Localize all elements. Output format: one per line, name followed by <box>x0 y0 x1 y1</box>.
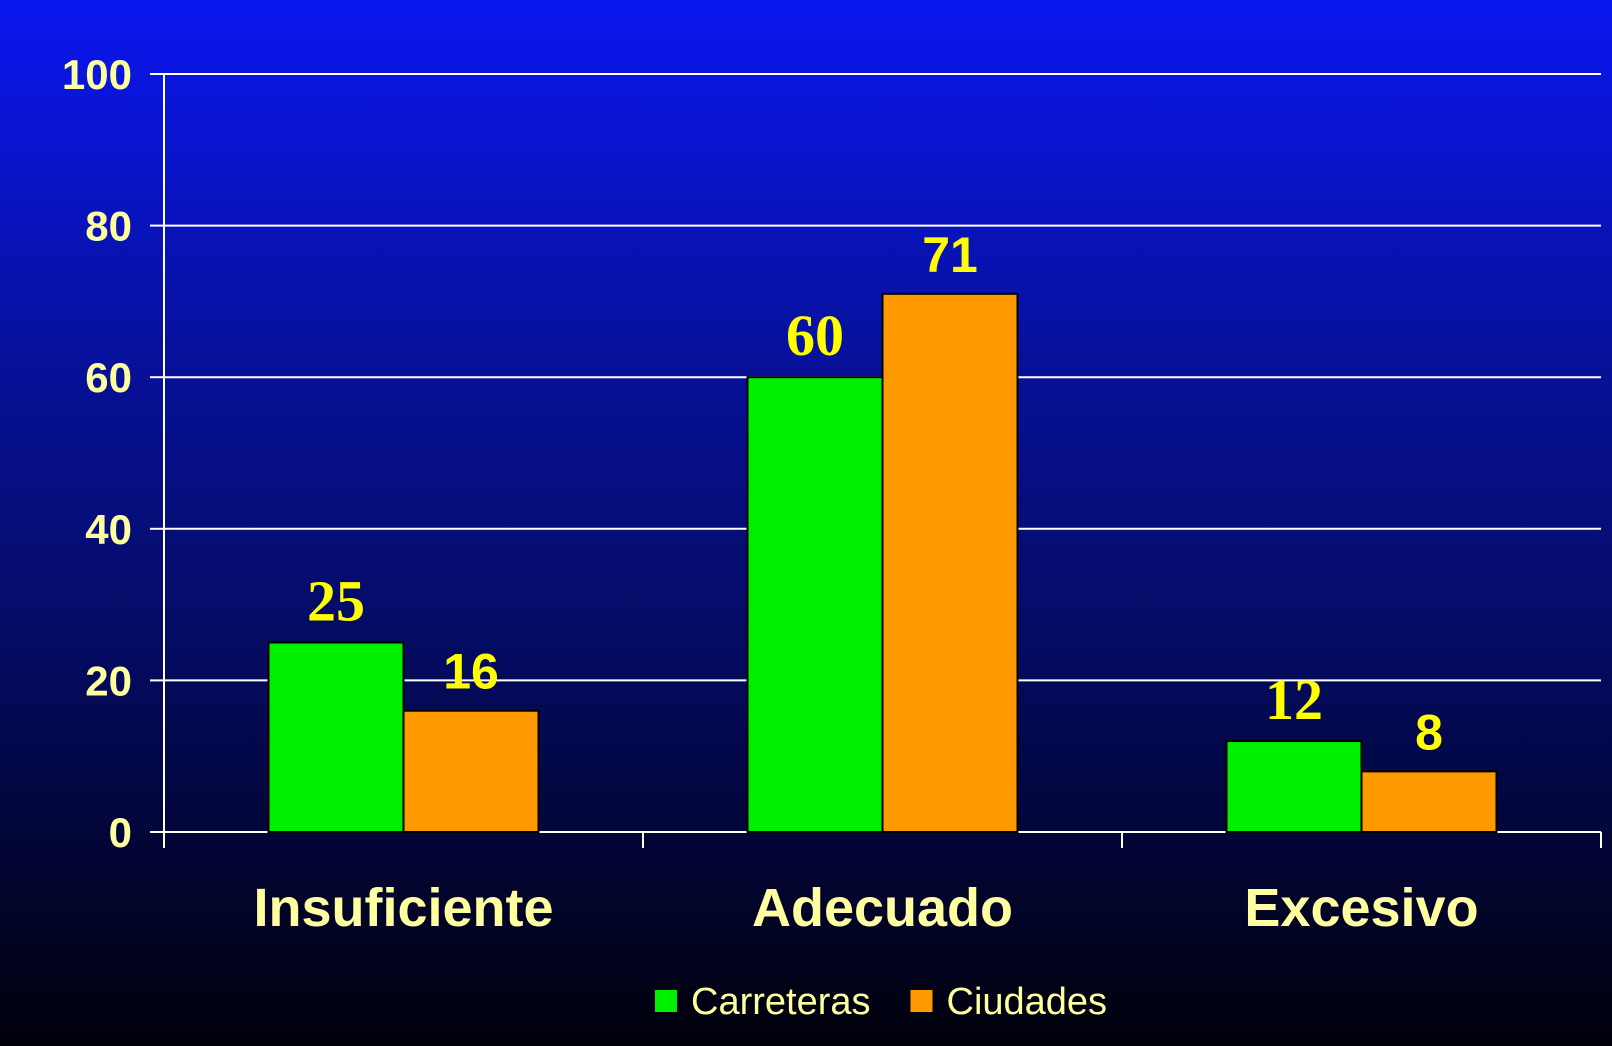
bar <box>267 641 405 833</box>
legend: Carreteras Ciudades <box>655 981 1107 1023</box>
x-tick-label: Adecuado <box>752 878 1013 938</box>
y-tick-label: 20 <box>85 657 132 704</box>
legend-label: Ciudades <box>947 981 1108 1023</box>
data-label: 12 <box>1265 667 1323 732</box>
data-label: 16 <box>443 644 499 700</box>
legend-label: Carreteras <box>691 981 871 1023</box>
legend-swatch <box>910 990 933 1012</box>
bar <box>881 292 1019 833</box>
x-tick-label: Excesivo <box>1244 878 1478 938</box>
bar <box>1360 770 1498 833</box>
legend-swatch <box>655 990 677 1012</box>
data-label: 25 <box>307 569 365 634</box>
y-tick-label: 0 <box>109 809 132 856</box>
data-label: 8 <box>1415 704 1443 760</box>
bar <box>1225 740 1363 833</box>
bar <box>746 376 884 833</box>
data-labels: 25 16 60 71 12 8 <box>307 227 1443 761</box>
y-tick-label: 40 <box>85 506 132 553</box>
y-tick-label: 80 <box>85 203 132 250</box>
x-tick-label: Insuficiente <box>253 878 553 938</box>
tick-labels: 0 20 40 60 80 100 Insuficiente Adecuado Excesivo <box>62 51 1479 938</box>
bar <box>402 709 540 833</box>
data-label: 71 <box>922 227 978 283</box>
data-label: 60 <box>786 303 844 368</box>
y-tick-label: 100 <box>62 51 132 98</box>
y-tick-label: 60 <box>85 354 132 401</box>
bars <box>267 292 1498 833</box>
